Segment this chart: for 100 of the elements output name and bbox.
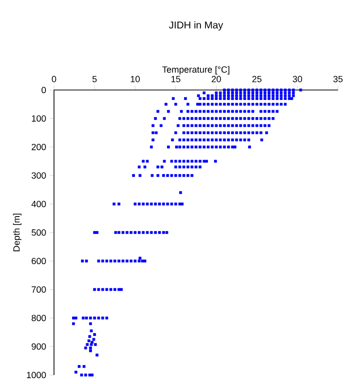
- point: [231, 88, 234, 92]
- point: [243, 138, 246, 142]
- point: [264, 97, 266, 100]
- point: [239, 94, 242, 98]
- point: [87, 339, 90, 342]
- point: [260, 110, 262, 113]
- point: [214, 124, 218, 128]
- point: [223, 131, 226, 134]
- point: [178, 160, 182, 163]
- point: [264, 124, 266, 128]
- point: [268, 110, 270, 113]
- point: [248, 146, 251, 148]
- y-tick-label: 500: [32, 229, 46, 236]
- point: [227, 94, 230, 98]
- point: [170, 160, 174, 163]
- point: [210, 124, 214, 128]
- point: [251, 97, 254, 100]
- point: [156, 110, 160, 113]
- point: [247, 110, 250, 113]
- point: [235, 102, 238, 106]
- point: [223, 91, 226, 94]
- point: [260, 131, 262, 134]
- point: [109, 288, 112, 291]
- point: [268, 94, 270, 98]
- point: [118, 202, 120, 206]
- point: [118, 231, 120, 234]
- point: [180, 110, 183, 113]
- y-tick-label: 1000: [26, 372, 46, 378]
- point: [138, 202, 141, 206]
- point: [101, 260, 104, 262]
- point: [96, 354, 98, 356]
- point: [284, 88, 287, 92]
- point: [218, 102, 222, 106]
- point: [243, 131, 246, 134]
- point: [223, 94, 226, 98]
- point: [138, 231, 141, 234]
- point: [214, 131, 218, 134]
- point: [197, 94, 200, 98]
- point: [255, 124, 258, 128]
- x-tick-label: 15: [171, 76, 180, 82]
- point: [85, 260, 88, 262]
- y-tick-label: 300: [32, 172, 46, 179]
- point: [154, 117, 157, 120]
- point: [239, 124, 242, 128]
- point: [198, 166, 202, 168]
- point: [235, 124, 238, 128]
- point: [174, 166, 178, 168]
- point: [118, 260, 120, 262]
- point: [89, 316, 92, 320]
- point: [118, 288, 120, 291]
- point: [264, 102, 266, 106]
- point: [178, 138, 182, 142]
- point: [280, 94, 283, 98]
- x-tick-label: 25: [252, 76, 262, 82]
- point: [284, 91, 287, 94]
- point: [194, 138, 198, 142]
- point: [218, 91, 222, 94]
- point: [239, 91, 242, 94]
- point: [162, 160, 166, 163]
- point: [235, 88, 238, 92]
- point: [72, 316, 75, 320]
- point: [206, 124, 210, 128]
- point: [206, 110, 210, 113]
- point: [182, 160, 186, 163]
- point: [182, 117, 186, 120]
- point: [154, 131, 158, 134]
- point: [142, 231, 145, 234]
- point: [288, 88, 291, 92]
- point: [210, 110, 214, 113]
- point: [239, 138, 242, 142]
- point: [255, 94, 258, 98]
- y-tick-label: 200: [32, 144, 46, 150]
- point: [227, 110, 230, 113]
- point: [190, 138, 194, 142]
- point: [223, 117, 226, 120]
- point: [113, 288, 116, 291]
- x-tick-label: 30: [292, 76, 302, 82]
- point: [299, 88, 302, 92]
- point: [243, 97, 246, 100]
- point: [170, 202, 174, 206]
- point: [251, 131, 254, 134]
- point: [272, 110, 274, 113]
- point: [82, 316, 85, 320]
- point: [166, 202, 169, 206]
- point: [174, 202, 178, 206]
- point: [178, 146, 182, 148]
- point: [126, 260, 128, 262]
- point: [96, 231, 98, 234]
- point: [243, 91, 246, 94]
- point: [186, 174, 190, 177]
- point: [280, 91, 283, 94]
- point: [138, 256, 142, 260]
- point: [247, 94, 250, 98]
- x-tick-label: 5: [92, 76, 97, 82]
- point: [198, 146, 202, 148]
- point: [194, 124, 198, 128]
- point: [255, 97, 258, 100]
- point: [198, 131, 202, 134]
- point: [162, 117, 166, 120]
- point: [182, 138, 186, 142]
